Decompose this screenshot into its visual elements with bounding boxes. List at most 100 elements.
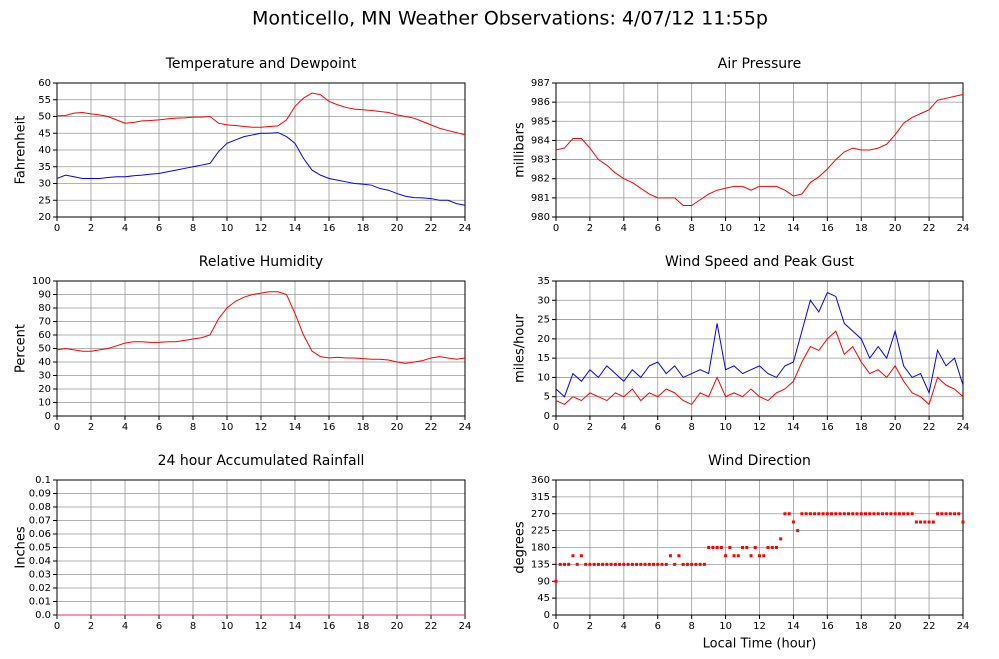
x-tick-label: 6: [655, 621, 661, 632]
data-point: [681, 562, 685, 566]
y-tick-label: 135: [531, 559, 550, 570]
data-point: [855, 512, 859, 516]
data-point: [626, 562, 630, 566]
data-point: [579, 554, 583, 558]
data-point: [766, 546, 770, 549]
x-tick-label: 22: [425, 422, 438, 433]
data-point: [562, 562, 566, 566]
data-point: [639, 562, 643, 566]
chart-title: Air Pressure: [718, 56, 801, 72]
y-tick-label: 15: [537, 353, 550, 364]
x-tick-label: 16: [821, 223, 834, 234]
data-point: [707, 546, 711, 549]
data-point: [910, 512, 914, 516]
y-tick-label: 80: [38, 303, 51, 314]
data-point: [774, 546, 778, 549]
data-point: [838, 512, 842, 516]
y-tick-label: 30: [38, 179, 51, 190]
x-tick-label: 6: [156, 422, 162, 433]
data-point: [664, 562, 668, 566]
data-point: [791, 520, 795, 524]
x-tick-label: 16: [821, 621, 834, 632]
y-tick-label: 0.07: [29, 516, 51, 527]
x-tick-label: 8: [688, 422, 694, 433]
y-tick-label: 0: [45, 411, 51, 422]
data-point: [885, 512, 889, 516]
data-point: [571, 554, 575, 558]
data-point: [711, 546, 715, 549]
x-tick-label: 10: [221, 422, 234, 433]
data-point: [953, 512, 957, 516]
x-tick-label: 2: [88, 223, 94, 234]
data-point: [592, 562, 596, 566]
data-point: [944, 512, 948, 516]
y-axis-label: Percent: [14, 324, 29, 373]
x-tick-label: 2: [88, 422, 94, 433]
data-point: [948, 512, 952, 516]
data-point: [872, 512, 876, 516]
x-tick-label: 6: [156, 223, 162, 234]
x-tick-label: 16: [821, 422, 834, 433]
data-point: [931, 520, 935, 524]
y-tick-label: 0.02: [29, 583, 51, 594]
x-tick-label: 6: [655, 223, 661, 234]
y-tick-label: 20: [38, 212, 51, 223]
x-tick-label: 18: [855, 422, 868, 433]
data-point: [698, 562, 702, 566]
data-point: [779, 537, 783, 541]
y-tick-label: 983: [531, 155, 550, 166]
data-point: [673, 562, 677, 566]
x-tick-label: 12: [255, 621, 268, 632]
x-tick-label: 20: [391, 223, 404, 234]
x-tick-label: 18: [357, 422, 370, 433]
chart-title: Relative Humidity: [199, 254, 323, 270]
x-tick-label: 20: [889, 422, 902, 433]
x-tick-label: 14: [787, 223, 800, 234]
x-tick-label: 18: [357, 223, 370, 234]
x-axis-label: Local Time (hour): [703, 637, 817, 652]
data-point: [834, 512, 838, 516]
y-tick-label: 90: [537, 576, 550, 587]
y-tick-label: 0.08: [29, 502, 51, 513]
data-line: [555, 330, 964, 406]
data-point: [906, 512, 910, 516]
x-tick-label: 0: [54, 422, 60, 433]
data-point: [749, 554, 753, 558]
data-point: [825, 512, 829, 516]
chart-title: Wind Direction: [708, 453, 811, 469]
y-tick-label: 10: [537, 372, 550, 383]
data-point: [596, 562, 600, 566]
data-point: [567, 562, 571, 566]
data-point: [817, 512, 821, 516]
x-tick-label: 4: [122, 223, 128, 234]
y-tick-label: 985: [531, 116, 550, 127]
x-tick-label: 24: [459, 422, 472, 433]
y-axis-label: miles/hour: [513, 313, 528, 382]
y-tick-label: 984: [531, 135, 550, 146]
data-point: [660, 562, 664, 566]
x-tick-label: 2: [88, 621, 94, 632]
data-point: [813, 512, 817, 516]
y-tick-label: 0.01: [29, 597, 51, 608]
y-tick-label: 0.06: [29, 529, 51, 540]
x-tick-label: 20: [889, 223, 902, 234]
data-point: [728, 546, 732, 549]
x-tick-label: 6: [655, 422, 661, 433]
x-tick-label: 20: [391, 621, 404, 632]
data-point: [914, 520, 918, 524]
data-point: [588, 562, 592, 566]
x-tick-label: 10: [719, 422, 732, 433]
data-point: [690, 562, 694, 566]
data-point: [635, 562, 639, 566]
x-tick-label: 2: [587, 422, 593, 433]
x-tick-label: 2: [587, 621, 593, 632]
y-tick-label: 25: [38, 195, 51, 206]
data-line: [555, 94, 964, 207]
y-tick-label: 270: [531, 509, 550, 520]
data-point: [558, 562, 562, 566]
y-axis-label: Fahrenheit: [14, 116, 29, 185]
x-tick-label: 20: [889, 621, 902, 632]
y-tick-label: 0.0: [35, 610, 51, 621]
data-line: [555, 291, 964, 398]
y-tick-label: 225: [531, 526, 550, 537]
